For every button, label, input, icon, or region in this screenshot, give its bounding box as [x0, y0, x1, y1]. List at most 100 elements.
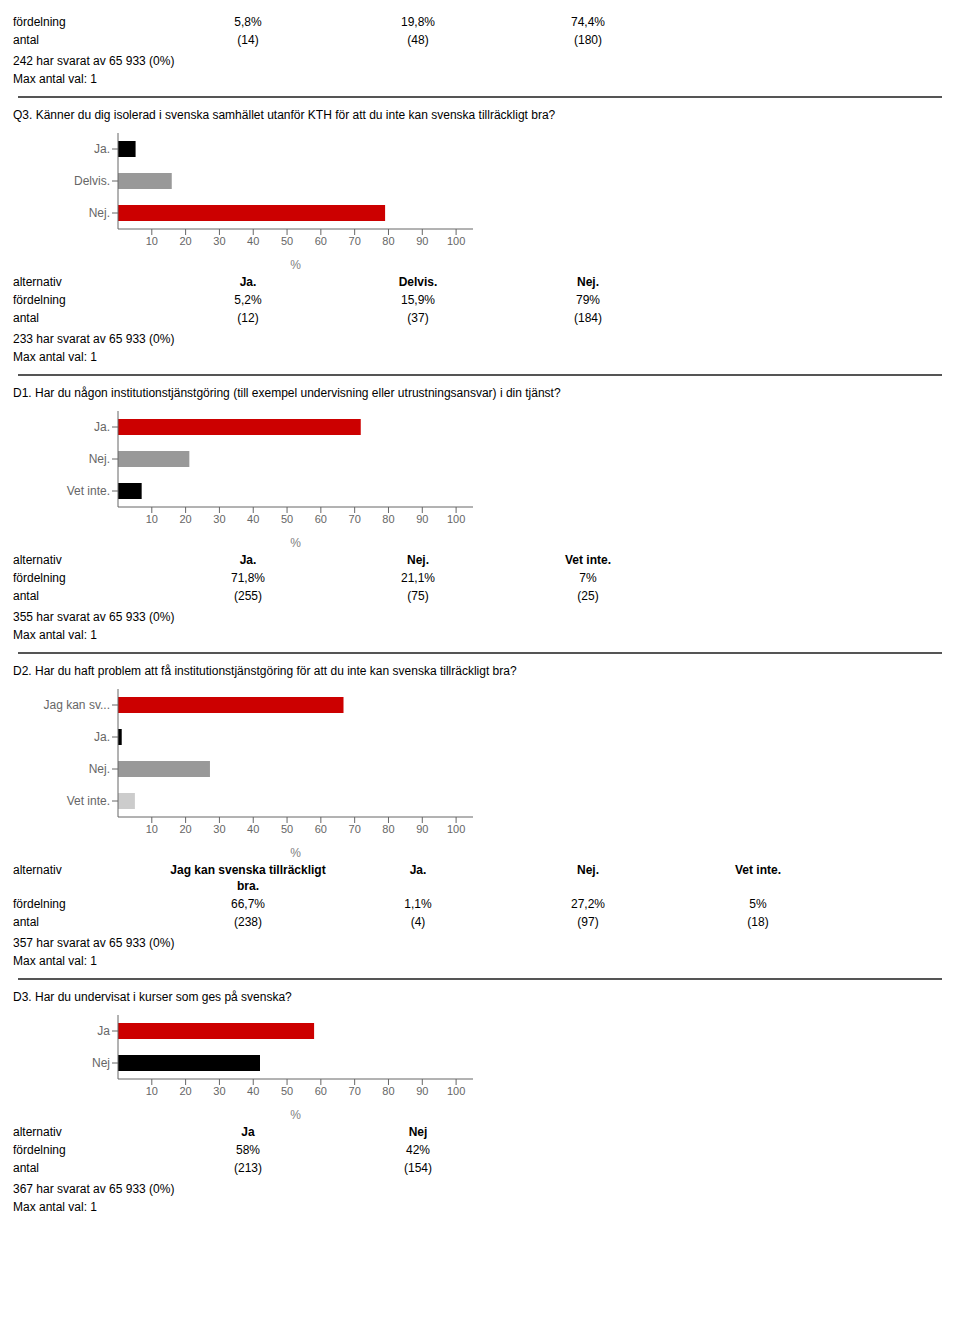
html-text:(180): (180): [574, 33, 602, 47]
svg-text:60: 60: [315, 1085, 327, 1097]
svg-text:20: 20: [179, 513, 191, 525]
html-text:alternativ: alternativ: [13, 863, 62, 877]
svg-text:40: 40: [247, 1085, 259, 1097]
svg-text:%: %: [290, 846, 301, 860]
svg-text:70: 70: [349, 823, 361, 835]
html-text:Q3. Känner du dig isolerad i s: Q3. Känner du dig isolerad i svenska sam…: [13, 108, 556, 122]
html-text:alternativ: alternativ: [13, 553, 62, 567]
svg-text:Jag kan sv...: Jag kan sv...: [44, 698, 110, 712]
svg-text:50: 50: [281, 235, 293, 247]
svg-text:70: 70: [349, 235, 361, 247]
svg-text:30: 30: [213, 235, 225, 247]
svg-text:80: 80: [382, 235, 394, 247]
svg-text:Nej.: Nej.: [89, 762, 110, 776]
svg-text:90: 90: [416, 1085, 428, 1097]
html-text:Max antal val: 1: Max antal val: 1: [13, 72, 97, 86]
svg-text:%: %: [290, 536, 301, 550]
svg-text:60: 60: [315, 235, 327, 247]
svg-text:20: 20: [179, 235, 191, 247]
html-text:Ja.: Ja.: [409, 863, 427, 877]
html-text:355 har svarat av 65 933 (0%): 355 har svarat av 65 933 (0%): [13, 610, 175, 624]
html-text:(48): (48): [407, 33, 429, 47]
svg-text:Nej: Nej: [92, 1056, 110, 1070]
html-text:19,8%: 19,8%: [401, 15, 435, 29]
html-text:D2. Har du haft problem att få: D2. Har du haft problem att få instituti…: [13, 664, 517, 678]
svg-text:60: 60: [315, 513, 327, 525]
html-text:71,8%: 71,8%: [231, 571, 265, 585]
svg-text:30: 30: [213, 823, 225, 835]
html-text:Nej.: Nej.: [407, 553, 429, 567]
html-text:antal: antal: [13, 311, 39, 325]
html-text:Nej.: Nej.: [577, 275, 599, 289]
html-text:(75): (75): [407, 589, 429, 603]
svg-text:30: 30: [213, 513, 225, 525]
html-text:Max antal val: 1: Max antal val: 1: [13, 350, 97, 364]
html-text:D1. Har du någon institutionst: D1. Har du någon institutionstjänstgörin…: [13, 386, 561, 400]
svg-text:40: 40: [247, 513, 259, 525]
svg-text:80: 80: [382, 1085, 394, 1097]
svg-text:80: 80: [382, 513, 394, 525]
svg-text:30: 30: [213, 1085, 225, 1097]
html-text:7%: 7%: [579, 571, 597, 585]
svg-text:80: 80: [382, 823, 394, 835]
html-text:233 har svarat av 65 933 (0%): 233 har svarat av 65 933 (0%): [13, 332, 175, 346]
svg-text:50: 50: [281, 1085, 293, 1097]
html-text:5,2%: 5,2%: [234, 293, 262, 307]
html-text:79%: 79%: [576, 293, 600, 307]
html-text:242 har svarat av 65 933 (0%): 242 har svarat av 65 933 (0%): [13, 54, 175, 68]
html-text:(37): (37): [407, 311, 429, 325]
svg-text:100: 100: [447, 823, 465, 835]
html-text:alternativ: alternativ: [13, 275, 62, 289]
svg-text:Vet inte.: Vet inte.: [67, 794, 110, 808]
html-text:15,9%: 15,9%: [401, 293, 435, 307]
svg-text:10: 10: [146, 823, 158, 835]
svg-text:90: 90: [416, 823, 428, 835]
svg-text:10: 10: [146, 513, 158, 525]
html-text:fördelning: fördelning: [13, 15, 66, 29]
svg-text:20: 20: [179, 1085, 191, 1097]
html-text:antal: antal: [13, 33, 39, 47]
html-text:(255): (255): [234, 589, 262, 603]
html-text:21,1%: 21,1%: [401, 571, 435, 585]
html-text:Jag kan svenska tillräckligt b: Jag kan svenska tillräckligt bra.: [170, 863, 326, 893]
html-text:(25): (25): [577, 589, 599, 603]
svg-text:Nej.: Nej.: [89, 452, 110, 466]
svg-text:Ja.: Ja.: [94, 420, 110, 434]
html-text:(12): (12): [237, 311, 259, 325]
svg-text:Ja: Ja: [97, 1024, 110, 1038]
html-text:Vet inte.: Vet inte.: [565, 553, 611, 567]
html-text:(184): (184): [574, 311, 602, 325]
html-text:fördelning: fördelning: [13, 571, 66, 585]
svg-text:Nej.: Nej.: [89, 206, 110, 220]
html-text:Delvis.: Delvis.: [398, 275, 438, 289]
svg-text:40: 40: [247, 823, 259, 835]
svg-text:Ja.: Ja.: [94, 730, 110, 744]
svg-text:Ja.: Ja.: [94, 142, 110, 156]
svg-text:70: 70: [349, 1085, 361, 1097]
html-text:74,4%: 74,4%: [571, 15, 605, 29]
svg-text:50: 50: [281, 823, 293, 835]
svg-text:100: 100: [447, 513, 465, 525]
html-text:Max antal val: 1: Max antal val: 1: [13, 628, 97, 642]
svg-text:100: 100: [447, 235, 465, 247]
svg-text:10: 10: [146, 235, 158, 247]
html-text:antal: antal: [13, 589, 39, 603]
svg-text:10: 10: [146, 1085, 158, 1097]
svg-text:50: 50: [281, 513, 293, 525]
svg-text:60: 60: [315, 823, 327, 835]
html-text:(14): (14): [237, 33, 259, 47]
svg-text:100: 100: [447, 1085, 465, 1097]
svg-text:Vet inte.: Vet inte.: [67, 484, 110, 498]
svg-text:90: 90: [416, 513, 428, 525]
html-text:Ja.: Ja.: [239, 553, 257, 567]
svg-text:Delvis.: Delvis.: [74, 174, 110, 188]
svg-text:%: %: [290, 258, 301, 272]
svg-text:70: 70: [349, 513, 361, 525]
svg-text:90: 90: [416, 235, 428, 247]
html-text:fördelning: fördelning: [13, 293, 66, 307]
svg-text:40: 40: [247, 235, 259, 247]
svg-text:%: %: [290, 1108, 301, 1122]
html-text:5,8%: 5,8%: [234, 15, 262, 29]
svg-text:20: 20: [179, 823, 191, 835]
html-text:Ja.: Ja.: [239, 275, 257, 289]
